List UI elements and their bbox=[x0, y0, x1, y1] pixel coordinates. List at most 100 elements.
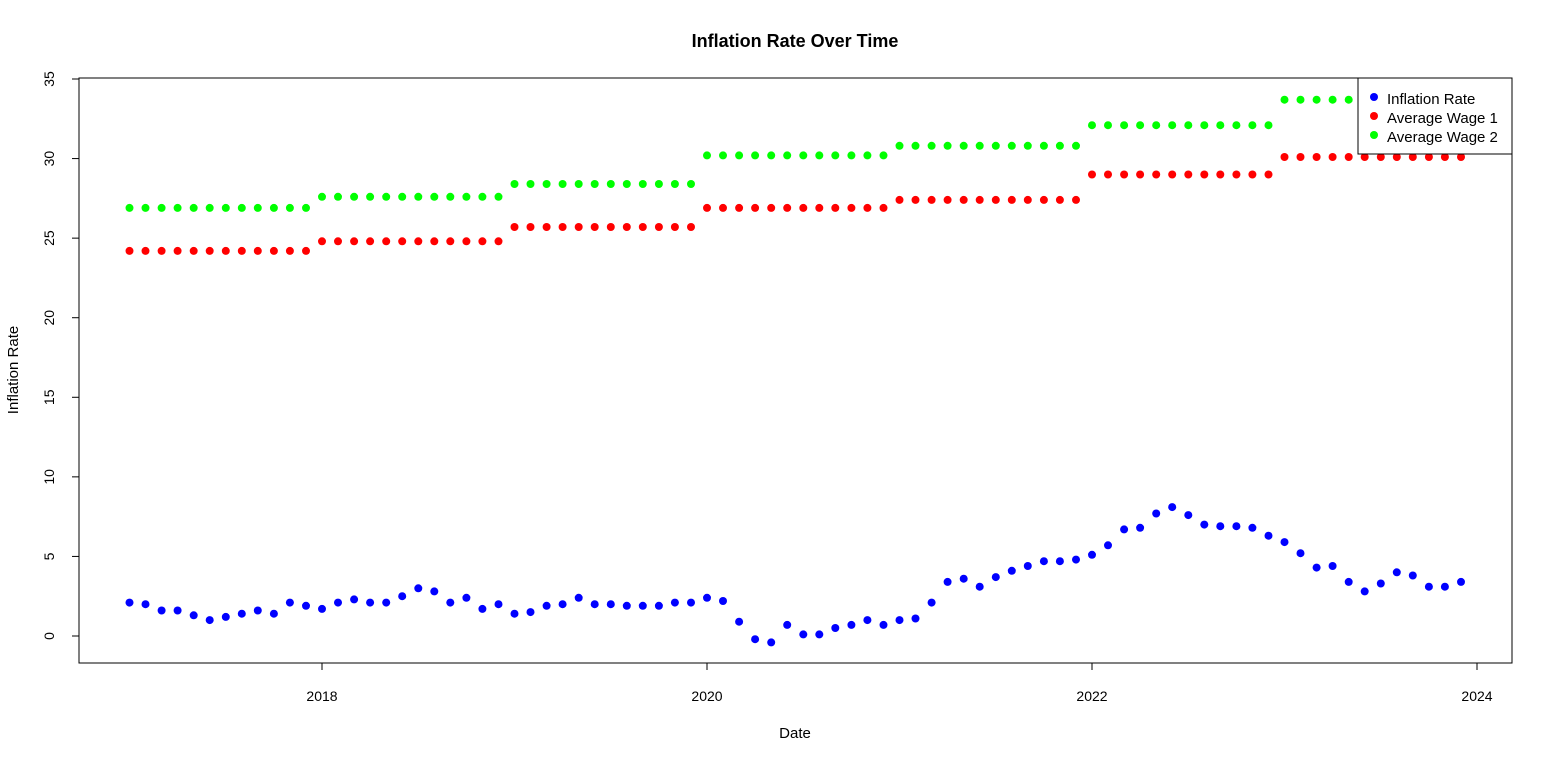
point-average-wage-1 bbox=[911, 195, 920, 204]
point-average-wage-1 bbox=[815, 203, 824, 212]
point-average-wage-2 bbox=[879, 151, 888, 160]
point-inflation-rate bbox=[959, 574, 968, 583]
point-average-wage-1 bbox=[959, 195, 968, 204]
point-average-wage-2 bbox=[173, 203, 182, 212]
y-tick-label: 30 bbox=[41, 151, 57, 167]
point-average-wage-1 bbox=[1023, 195, 1032, 204]
point-inflation-rate bbox=[542, 601, 551, 610]
point-average-wage-2 bbox=[414, 192, 423, 201]
point-average-wage-1 bbox=[269, 246, 278, 255]
point-average-wage-2 bbox=[574, 180, 583, 188]
x-tick-label: 2020 bbox=[691, 688, 722, 704]
point-inflation-rate bbox=[1200, 520, 1209, 529]
point-average-wage-2 bbox=[622, 180, 631, 188]
point-average-wage-2 bbox=[975, 141, 984, 150]
point-inflation-rate bbox=[1344, 577, 1353, 586]
point-inflation-rate bbox=[237, 609, 246, 618]
point-average-wage-1 bbox=[1457, 153, 1465, 161]
point-average-wage-1 bbox=[799, 203, 808, 212]
point-inflation-rate bbox=[141, 600, 150, 609]
point-inflation-rate bbox=[1424, 582, 1433, 591]
y-tick-label: 25 bbox=[41, 230, 57, 246]
point-average-wage-2 bbox=[1039, 141, 1048, 150]
y-axis: 0 5 10 15 20 25 30 35 bbox=[41, 71, 80, 640]
point-average-wage-2 bbox=[462, 192, 471, 201]
point-average-wage-1 bbox=[157, 246, 166, 255]
y-tick-label: 20 bbox=[41, 310, 57, 326]
point-average-wage-2 bbox=[478, 192, 487, 201]
point-inflation-rate bbox=[366, 598, 375, 607]
point-average-wage-2 bbox=[205, 203, 214, 212]
point-average-wage-2 bbox=[1296, 95, 1305, 104]
point-inflation-rate bbox=[189, 611, 198, 620]
y-tick-label: 5 bbox=[41, 552, 57, 560]
point-average-wage-2 bbox=[1104, 121, 1112, 130]
point-average-wage-2 bbox=[1232, 121, 1241, 130]
point-average-wage-2 bbox=[334, 192, 342, 201]
point-average-wage-2 bbox=[815, 151, 824, 160]
point-inflation-rate bbox=[799, 630, 808, 639]
point-average-wage-1 bbox=[173, 246, 182, 255]
point-inflation-rate bbox=[1232, 522, 1241, 531]
point-inflation-rate bbox=[590, 600, 599, 609]
point-inflation-rate bbox=[863, 616, 872, 625]
point-average-wage-2 bbox=[398, 192, 407, 201]
point-inflation-rate bbox=[1055, 557, 1064, 566]
point-average-wage-1 bbox=[510, 223, 519, 231]
point-average-wage-1 bbox=[1136, 170, 1145, 179]
point-inflation-rate bbox=[1072, 555, 1080, 564]
point-average-wage-2 bbox=[269, 203, 278, 212]
point-average-wage-1 bbox=[606, 223, 615, 231]
point-average-wage-1 bbox=[670, 223, 679, 231]
point-average-wage-1 bbox=[1039, 195, 1048, 204]
point-average-wage-1 bbox=[542, 223, 551, 231]
point-inflation-rate bbox=[783, 620, 792, 629]
point-average-wage-1 bbox=[1328, 153, 1337, 161]
point-average-wage-2 bbox=[1200, 121, 1209, 130]
point-average-wage-1 bbox=[1007, 195, 1016, 204]
point-average-wage-1 bbox=[526, 223, 535, 231]
point-inflation-rate bbox=[510, 609, 519, 618]
point-average-wage-2 bbox=[382, 192, 391, 201]
point-average-wage-1 bbox=[237, 246, 246, 255]
point-inflation-rate bbox=[606, 600, 615, 609]
point-inflation-rate bbox=[221, 612, 230, 621]
point-inflation-rate bbox=[895, 616, 904, 625]
y-tick-label: 10 bbox=[41, 469, 57, 485]
point-average-wage-2 bbox=[1023, 141, 1032, 150]
point-average-wage-1 bbox=[654, 223, 663, 231]
point-inflation-rate bbox=[1457, 577, 1465, 586]
point-inflation-rate bbox=[622, 601, 631, 610]
point-average-wage-2 bbox=[751, 151, 760, 160]
point-average-wage-1 bbox=[1184, 170, 1193, 179]
x-axis: 2018 2020 2022 2024 bbox=[306, 662, 1493, 704]
point-inflation-rate bbox=[1168, 503, 1177, 512]
point-average-wage-1 bbox=[1408, 153, 1417, 161]
point-inflation-rate bbox=[1248, 523, 1257, 532]
point-average-wage-1 bbox=[1440, 153, 1449, 161]
point-inflation-rate bbox=[494, 600, 503, 609]
point-inflation-rate bbox=[558, 600, 567, 609]
point-average-wage-2 bbox=[687, 180, 695, 188]
point-inflation-rate bbox=[1039, 557, 1048, 566]
point-inflation-rate bbox=[1440, 582, 1449, 591]
point-average-wage-1 bbox=[1312, 153, 1321, 161]
point-average-wage-2 bbox=[526, 180, 535, 188]
point-average-wage-1 bbox=[1216, 170, 1225, 179]
point-average-wage-2 bbox=[911, 141, 920, 150]
point-average-wage-2 bbox=[847, 151, 856, 160]
point-inflation-rate bbox=[1312, 563, 1321, 572]
point-average-wage-1 bbox=[1232, 170, 1241, 179]
point-average-wage-2 bbox=[1280, 95, 1289, 104]
point-average-wage-1 bbox=[719, 203, 727, 212]
point-average-wage-1 bbox=[1088, 170, 1096, 179]
point-average-wage-1 bbox=[1104, 170, 1112, 179]
point-average-wage-1 bbox=[1072, 195, 1080, 204]
point-inflation-rate bbox=[285, 598, 294, 607]
point-inflation-rate bbox=[815, 630, 824, 639]
point-average-wage-1 bbox=[366, 237, 375, 246]
point-average-wage-2 bbox=[654, 180, 663, 188]
x-tick-label: 2022 bbox=[1076, 688, 1107, 704]
y-tick-label: 15 bbox=[41, 389, 57, 405]
point-inflation-rate bbox=[911, 614, 920, 623]
